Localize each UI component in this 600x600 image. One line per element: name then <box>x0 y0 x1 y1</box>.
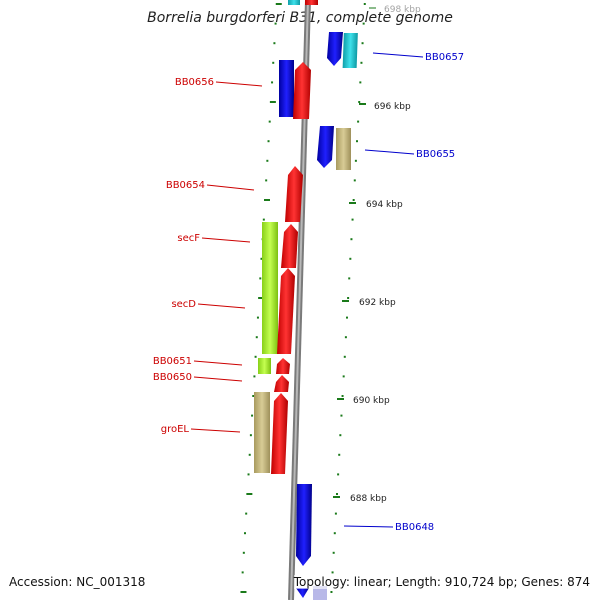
gene-groel-red <box>271 393 288 474</box>
label-leader <box>193 360 243 366</box>
gene-bb0656-red <box>293 62 311 119</box>
accession-text: Accession: NC_001318 <box>9 575 146 589</box>
gene-label-bb0657: BB0657 <box>425 52 464 63</box>
gene-bb0655-khaki <box>336 128 351 170</box>
label-leader <box>343 525 394 528</box>
genes <box>254 0 358 600</box>
left-gene-labels: BB0656 BB0654 secF secD BB0651 BB0650 gr… <box>153 77 263 435</box>
label-leader <box>190 428 241 433</box>
label-leader <box>201 237 251 243</box>
gene-bb0657-cyan <box>342 33 358 68</box>
scale-label-696: 696 kbp <box>374 102 411 112</box>
gene-label-bb0648: BB0648 <box>395 522 434 533</box>
label-leader <box>206 184 255 191</box>
gene-groel-khaki <box>254 392 270 473</box>
scale-labels: 698 kbp 696 kbp 694 kbp 692 kbp 690 kbp … <box>333 5 421 504</box>
scale-label-698: 698 kbp <box>384 5 421 15</box>
gene-secd-red <box>277 268 295 354</box>
gene-bottom-lavender <box>313 586 327 600</box>
scale-label-690: 690 kbp <box>353 396 390 406</box>
gene-bottom-blue <box>296 588 309 598</box>
gene-label-groel: groEL <box>161 424 190 435</box>
gene-secf-red <box>281 224 298 268</box>
gene-bb0657-blue <box>327 32 343 66</box>
gene-bb0650-red <box>274 375 289 392</box>
gene-bb0651-red <box>276 358 290 374</box>
right-gene-labels: BB0657 BB0655 BB0648 <box>343 52 464 533</box>
scale-label-688: 688 kbp <box>350 494 387 504</box>
label-leader <box>372 52 424 58</box>
label-leader <box>364 149 415 155</box>
scale-label-692: 692 kbp <box>359 298 396 308</box>
label-leader <box>193 376 243 382</box>
gene-label-bb0654: BB0654 <box>166 180 205 191</box>
label-leader <box>215 81 263 87</box>
gene-secf-lime <box>262 222 278 354</box>
gene-top-red <box>305 0 318 5</box>
gene-bb0648-blue <box>296 484 312 566</box>
map-title: Borrelia burgdorferi B31, complete genom… <box>147 10 453 26</box>
gene-label-bb0651: BB0651 <box>153 356 192 367</box>
label-leader <box>197 303 246 309</box>
gene-bb0651-lime <box>258 358 271 374</box>
gene-label-bb0656: BB0656 <box>175 77 214 88</box>
gene-bb0656-blue <box>279 60 294 117</box>
gene-label-secf: secF <box>177 233 200 244</box>
gene-label-secd: secD <box>171 299 196 310</box>
gene-top-cyan <box>288 0 300 5</box>
gene-bb0654-red <box>285 166 303 222</box>
gene-bb0655-blue <box>317 126 334 168</box>
right-tick-track <box>330 3 366 593</box>
gene-label-bb0650: BB0650 <box>153 372 192 383</box>
gene-label-bb0655: BB0655 <box>416 149 455 160</box>
genome-summary-text: Topology: linear; Length: 910,724 bp; Ge… <box>293 575 590 589</box>
scale-label-694: 694 kbp <box>366 200 403 210</box>
